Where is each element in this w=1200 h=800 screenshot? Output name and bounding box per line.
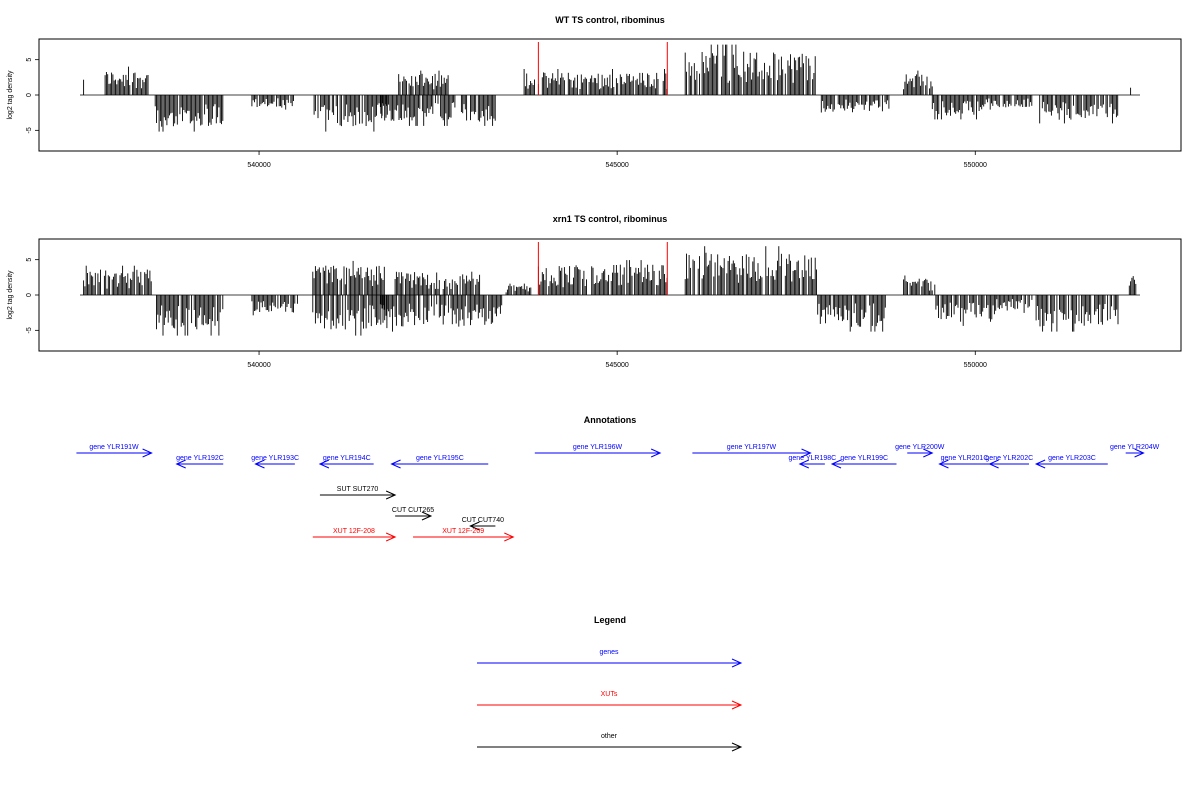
feature-label: gene YLR194C <box>323 455 371 462</box>
legend-label: XUTs <box>601 691 618 698</box>
feature-gene: gene YLR192C <box>175 455 224 469</box>
feature-label: gene YLR200W <box>895 444 945 451</box>
feature-label: XUT 12F-209 <box>442 528 484 535</box>
feature-arrowhead <box>988 459 999 469</box>
legend-item-xut: XUTs <box>477 691 743 710</box>
feature-arrowhead <box>650 448 662 458</box>
feature-xut: XUT 12F-209 <box>413 528 515 542</box>
feature-arrowhead <box>175 459 186 469</box>
x-axis: 540000 545000 550000 <box>247 151 987 169</box>
feature-label: gene YLR197W <box>727 444 777 451</box>
feature-gene: gene YLR200W <box>895 444 945 458</box>
feature-label: gene YLR192C <box>176 455 224 462</box>
legend-arrowhead <box>731 658 743 668</box>
y-axis: -5 0 5 <box>26 58 39 133</box>
legend-panel: Legend genes XUTs other <box>477 615 743 752</box>
feature-gene: gene YLR197W <box>692 444 812 458</box>
y-tick-label: 0 <box>26 293 33 297</box>
panel-title: xrn1 TS control, ribominus <box>553 214 668 224</box>
feature-other: CUT CUT265 <box>392 507 434 521</box>
feature-label: SUT SUT270 <box>337 486 379 493</box>
feature-arrowhead <box>254 459 265 469</box>
legend-arrowhead <box>731 700 743 710</box>
x-tick-label: 545000 <box>605 162 628 169</box>
feature-label: gene YLR196W <box>573 444 623 451</box>
x-tick-label: 540000 <box>247 162 270 169</box>
legend-arrowhead <box>731 742 743 752</box>
feature-arrowhead <box>830 459 842 469</box>
feature-arrowhead <box>421 511 433 521</box>
markers-group <box>537 42 668 95</box>
feature-gene: gene YLR195C <box>390 455 489 469</box>
panel-wt: WT TS control, ribominus log2 tag densit… <box>7 15 1182 169</box>
feature-arrowhead <box>923 448 934 458</box>
y-tick-label: -5 <box>26 127 33 133</box>
feature-arrowhead <box>938 459 949 469</box>
feature-gene: gene YLR202C <box>985 455 1033 469</box>
legend-items-group: genes XUTs other <box>477 649 743 752</box>
feature-arrowhead <box>469 521 480 531</box>
feature-label: gene YLR202C <box>985 455 1033 462</box>
feature-label: CUT CUT265 <box>392 507 434 514</box>
feature-arrowhead <box>801 448 812 458</box>
feature-label: gene YLR191W <box>89 444 139 451</box>
x-tick-label: 550000 <box>964 162 987 169</box>
legend-label: genes <box>599 649 619 656</box>
panel-title: WT TS control, ribominus <box>555 15 665 25</box>
feature-arrowhead <box>385 532 397 542</box>
feature-arrowhead <box>142 448 153 458</box>
feature-label: XUT 12F-208 <box>333 528 375 535</box>
feature-xut: XUT 12F-208 <box>312 528 397 542</box>
feature-label: gene YLR198C <box>788 455 836 462</box>
feature-label: gene YLR201C <box>941 455 989 462</box>
x-axis: 540000 545000 550000 <box>247 351 987 369</box>
feature-label: CUT CUT740 <box>462 517 504 524</box>
feature-gene: gene YLR198C <box>788 455 836 469</box>
y-tick-label: -5 <box>26 327 33 333</box>
feature-arrowhead <box>798 459 810 469</box>
features-group: gene YLR191W gene YLR192C gene YLR193C gene… <box>76 444 1160 542</box>
legend-label: other <box>601 733 618 740</box>
feature-arrowhead <box>504 532 515 542</box>
y-tick-label: 5 <box>26 258 33 262</box>
x-tick-label: 540000 <box>247 362 270 369</box>
feature-gene: gene YLR194C <box>318 455 374 469</box>
markers-group <box>537 242 668 295</box>
feature-other: SUT SUT270 <box>319 486 397 500</box>
y-axis-label: log2 tag density <box>7 70 14 120</box>
feature-label: gene YLR193C <box>251 455 299 462</box>
feature-gene: gene YLR199C <box>830 455 897 469</box>
feature-gene: gene YLR193C <box>251 455 299 469</box>
feature-arrowhead <box>1034 459 1046 469</box>
feature-gene: gene YLR204W <box>1110 444 1160 458</box>
x-tick-label: 550000 <box>964 362 987 369</box>
feature-gene: gene YLR201C <box>938 455 990 469</box>
feature-other: CUT CUT740 <box>462 517 504 531</box>
y-axis: -5 0 5 <box>26 258 39 333</box>
feature-gene: gene YLR203C <box>1034 455 1108 469</box>
annotations-title: Annotations <box>584 415 637 425</box>
feature-arrowhead <box>385 490 397 500</box>
legend-title: Legend <box>594 615 626 625</box>
feature-arrowhead <box>1134 448 1145 458</box>
feature-label: gene YLR204W <box>1110 444 1160 451</box>
feature-label: gene YLR195C <box>416 455 464 462</box>
x-tick-label: 545000 <box>605 362 628 369</box>
feature-arrowhead <box>318 459 330 469</box>
y-axis-label: log2 tag density <box>7 270 14 320</box>
y-tick-label: 0 <box>26 93 33 97</box>
feature-label: gene YLR199C <box>840 455 888 462</box>
bars-group <box>80 44 1140 132</box>
feature-arrowhead <box>390 459 401 469</box>
feature-gene: gene YLR191W <box>76 444 153 458</box>
panel-xrn1: xrn1 TS control, ribominus log2 tag dens… <box>7 214 1182 369</box>
legend-item-other: other <box>477 733 743 752</box>
bars-group <box>80 246 1140 336</box>
legend-item-gene: genes <box>477 649 743 668</box>
feature-gene: gene YLR196W <box>534 444 662 458</box>
feature-label: gene YLR203C <box>1048 455 1096 462</box>
y-tick-label: 5 <box>26 58 33 62</box>
